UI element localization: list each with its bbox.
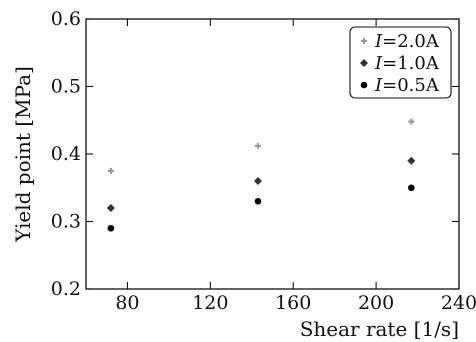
data-point-plus (254, 142, 261, 149)
legend-label: I=1.0A (374, 53, 440, 74)
x-tick-label: 80 (115, 292, 139, 314)
tick-labels: 80 120 160 200 240 0.2 0.3 0.4 0.5 0.6 (51, 8, 476, 314)
legend-box (349, 26, 452, 99)
data-point-plus (107, 167, 114, 174)
data-point-circle (254, 197, 262, 205)
legend-marker-diamond (360, 59, 368, 67)
data-point-diamond (407, 156, 416, 165)
legend-label: I=2.0A (374, 31, 440, 52)
legend-marker-circle (360, 81, 368, 89)
legend-label-var: I (374, 53, 383, 74)
y-tick-label: 0.4 (51, 143, 81, 165)
y-tick-label: 0.3 (51, 211, 81, 233)
data-points (106, 118, 416, 232)
legend-label-value: =0.5A (382, 75, 440, 96)
x-axis-label: Shear rate [1/s] (300, 317, 459, 341)
y-axis-label: Yield point [MPa] (11, 66, 35, 243)
legend-label-value: =2.0A (382, 31, 440, 52)
y-tick-label: 0.2 (51, 278, 81, 300)
legend: I=2.0AI=1.0AI=0.5A (349, 26, 452, 99)
legend-marker-plus (361, 38, 367, 44)
data-point-plus (408, 118, 415, 125)
legend-label-var: I (374, 75, 383, 96)
legend-label-var: I (374, 31, 383, 52)
data-point-diamond (253, 177, 262, 185)
legend-label-value: =1.0A (382, 53, 440, 74)
x-tick-label: 200 (358, 292, 394, 314)
y-tick-label: 0.6 (51, 8, 81, 30)
data-point-circle (107, 224, 115, 232)
data-point-circle (408, 184, 415, 192)
data-point-diamond (106, 204, 115, 212)
legend-label: I=0.5A (374, 75, 440, 96)
axis-ticks (86, 18, 460, 290)
y-tick-label: 0.5 (51, 76, 81, 98)
x-tick-label: 160 (275, 292, 311, 314)
x-tick-label: 240 (441, 292, 476, 314)
x-tick-label: 120 (192, 292, 228, 314)
